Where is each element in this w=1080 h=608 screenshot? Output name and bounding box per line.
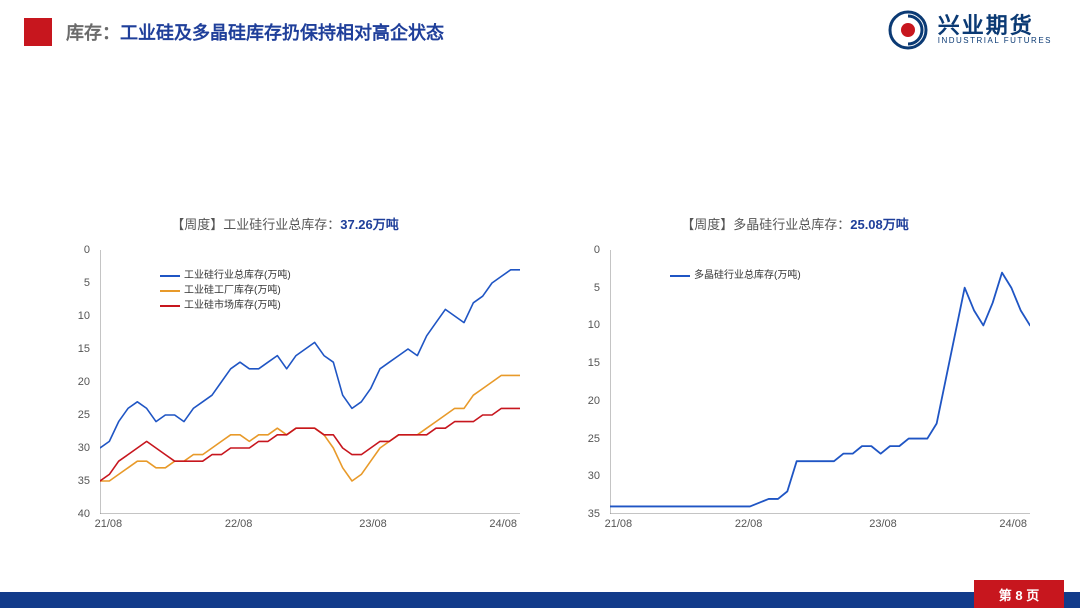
y-tick-label: 5 (594, 282, 600, 294)
chart-right-y-labels: 05101520253035 (560, 250, 606, 514)
page-number-label: 第 8 页 (999, 585, 1039, 604)
chart-right-title-value: 25.08万吨 (850, 217, 909, 232)
chart-right-title-prefix: 【周度】多晶硅行业总库存： (681, 217, 850, 232)
page-number-tab: 第 8 页 (974, 580, 1064, 608)
x-tick-label: 21/08 (605, 518, 633, 530)
y-tick-label: 0 (594, 244, 600, 256)
y-tick-label: 25 (78, 409, 90, 421)
logo-mark-icon (888, 10, 928, 50)
x-tick-label: 23/08 (359, 518, 387, 530)
chart-right-plot (610, 250, 1030, 514)
y-tick-label: 35 (78, 475, 90, 487)
y-tick-label: 40 (78, 508, 90, 520)
x-tick-label: 23/08 (869, 518, 897, 530)
logo-en: INDUSTRIAL FUTURES (938, 37, 1052, 45)
chart-left-y-labels: 0510152025303540 (50, 250, 96, 514)
footer-bar (0, 592, 1080, 608)
y-tick-label: 10 (78, 310, 90, 322)
chart-right-title: 【周度】多晶硅行业总库存：25.08万吨 (560, 214, 1030, 233)
y-tick-label: 0 (84, 244, 90, 256)
y-tick-label: 25 (588, 433, 600, 445)
chart-left-title: 【周度】工业硅行业总库存：37.26万吨 (50, 214, 520, 233)
chart-right: 【周度】多晶硅行业总库存：25.08万吨 多晶硅行业总库存(万吨) 051015… (560, 220, 1030, 538)
title-main: 工业硅及多晶硅库存扔保持相对高企状态 (120, 23, 444, 43)
chart-right-x-labels: 21/0822/0823/0824/08 (610, 516, 1030, 538)
y-tick-label: 15 (588, 357, 600, 369)
title-prefix: 库存： (66, 23, 120, 43)
y-tick-label: 35 (588, 508, 600, 520)
chart-left-x-labels: 21/0822/0823/0824/08 (100, 516, 520, 538)
brand-logo: 兴业期货 INDUSTRIAL FUTURES (888, 10, 1052, 50)
logo-text: 兴业期货 INDUSTRIAL FUTURES (938, 14, 1052, 45)
chart-left-title-value: 37.26万吨 (340, 217, 399, 232)
y-tick-label: 5 (84, 277, 90, 289)
x-tick-label: 24/08 (489, 518, 517, 530)
y-tick-label: 20 (78, 376, 90, 388)
x-tick-label: 22/08 (735, 518, 763, 530)
y-tick-label: 30 (78, 442, 90, 454)
charts-row: 【周度】工业硅行业总库存：37.26万吨 工业硅行业总库存(万吨)工业硅工厂库存… (50, 220, 1030, 538)
y-tick-label: 30 (588, 470, 600, 482)
x-tick-label: 24/08 (999, 518, 1027, 530)
logo-cn: 兴业期货 (938, 14, 1052, 37)
x-tick-label: 21/08 (95, 518, 123, 530)
y-tick-label: 15 (78, 343, 90, 355)
chart-left-title-prefix: 【周度】工业硅行业总库存： (171, 217, 340, 232)
chart-left: 【周度】工业硅行业总库存：37.26万吨 工业硅行业总库存(万吨)工业硅工厂库存… (50, 220, 520, 538)
y-tick-label: 20 (588, 395, 600, 407)
title-accent-square (24, 18, 52, 46)
x-tick-label: 22/08 (225, 518, 253, 530)
chart-left-plot (100, 250, 520, 514)
y-tick-label: 10 (588, 319, 600, 331)
title-text: 库存：工业硅及多晶硅库存扔保持相对高企状态 (66, 19, 444, 45)
